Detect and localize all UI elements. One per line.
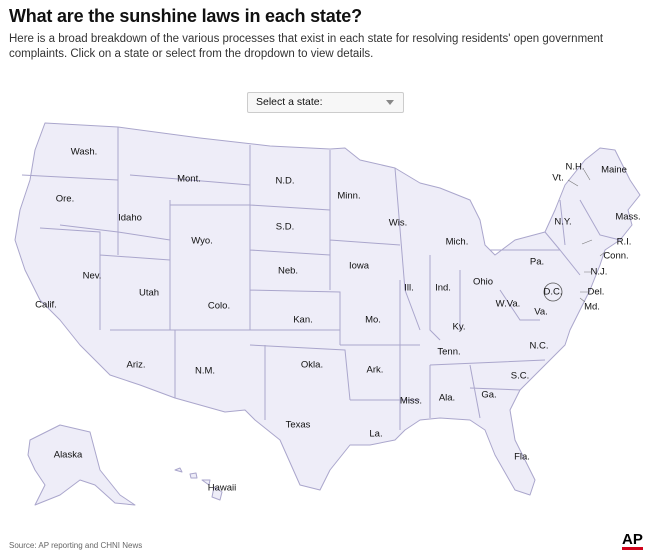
state-label[interactable]: Conn.	[603, 251, 628, 262]
state-label[interactable]: Maine	[601, 165, 627, 176]
state-label[interactable]: N.D.	[276, 176, 295, 187]
state-label[interactable]: N.Y.	[554, 217, 571, 228]
state-label[interactable]: Idaho	[118, 213, 142, 224]
state-label[interactable]: N.H.	[566, 162, 585, 173]
state-label[interactable]: La.	[369, 429, 382, 440]
state-label[interactable]: N.J.	[591, 267, 608, 278]
state-label[interactable]: Mich.	[446, 237, 469, 248]
dc-circle	[543, 282, 563, 302]
state-label[interactable]: Mo.	[365, 315, 381, 326]
state-label[interactable]: S.D.	[276, 222, 294, 233]
state-label[interactable]: Wis.	[389, 218, 407, 229]
state-label[interactable]: S.C.	[511, 371, 529, 382]
state-label[interactable]: Vt.	[552, 173, 564, 184]
state-label[interactable]: Ky.	[452, 322, 465, 333]
state-label[interactable]: Ark.	[367, 365, 384, 376]
state-label[interactable]: Okla.	[301, 360, 323, 371]
state-label[interactable]: D.C.	[544, 287, 563, 298]
state-label[interactable]: Va.	[534, 307, 548, 318]
state-label[interactable]: Minn.	[337, 191, 360, 202]
label-leaders	[567, 169, 606, 303]
state-label[interactable]: Wash.	[71, 147, 98, 158]
subtitle: Here is a broad breakdown of the various…	[9, 33, 604, 60]
state-label[interactable]: N.M.	[195, 366, 215, 377]
state-label[interactable]: Wyo.	[191, 236, 213, 247]
state-label[interactable]: Texas	[286, 420, 311, 431]
state-label[interactable]: Hawaii	[208, 483, 237, 494]
state-label[interactable]: Utah	[139, 288, 159, 299]
state-label[interactable]: Alaska	[54, 450, 83, 461]
logo: AP	[622, 531, 643, 550]
state-label[interactable]: Ala.	[439, 393, 455, 404]
state-label[interactable]: Mont.	[177, 174, 201, 185]
alaska[interactable]	[27, 424, 136, 506]
dropdown-caret	[386, 100, 394, 105]
state-label[interactable]: Miss.	[400, 396, 422, 407]
state-dropdown[interactable]: Select a state:	[247, 92, 404, 113]
hawaii[interactable]	[174, 467, 223, 501]
state-label[interactable]: Del.	[588, 287, 605, 298]
dropdown-placeholder: Select a state:	[256, 96, 323, 108]
state-label[interactable]: Ariz.	[127, 360, 146, 371]
state-label[interactable]: Fla.	[514, 452, 530, 463]
state-label[interactable]: Nev.	[83, 271, 102, 282]
state-label[interactable]: Calif.	[35, 300, 57, 311]
state-label[interactable]: Tenn.	[437, 347, 460, 358]
state-label[interactable]: Kan.	[293, 315, 313, 326]
state-label[interactable]: Ind.	[435, 283, 451, 294]
state-borders	[21, 127, 621, 430]
state-label[interactable]: Colo.	[208, 301, 230, 312]
state-label[interactable]: W.Va.	[496, 299, 521, 310]
state-label[interactable]: Mass.	[615, 212, 640, 223]
state-label[interactable]: Iowa	[349, 261, 370, 272]
state-label[interactable]: R.I.	[617, 237, 632, 248]
source: Source: AP reporting and CHNI News	[9, 541, 143, 550]
state-label[interactable]: Ill.	[404, 283, 414, 294]
state-label[interactable]: Md.	[584, 302, 600, 313]
state-label[interactable]: Pa.	[530, 257, 544, 268]
state-label[interactable]: Ore.	[56, 194, 74, 205]
state-label[interactable]: Neb.	[278, 266, 298, 277]
state-label[interactable]: Ohio	[473, 277, 493, 288]
state-label[interactable]: Ga.	[481, 390, 496, 401]
state-label[interactable]: N.C.	[530, 341, 549, 352]
title: What are the sunshine laws in each state…	[9, 6, 362, 26]
